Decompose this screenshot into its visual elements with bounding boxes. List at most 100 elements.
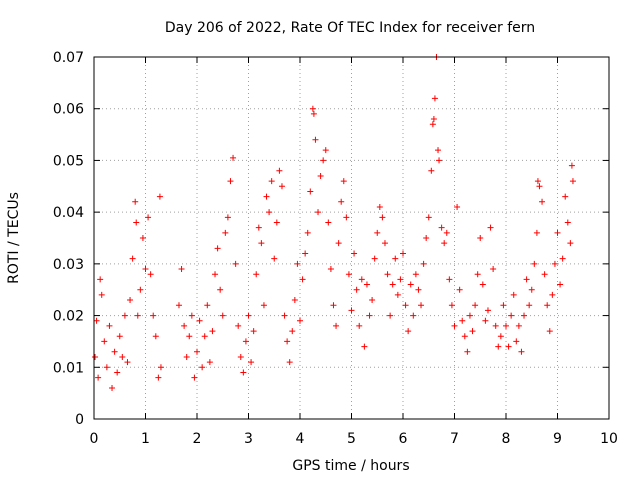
data-point — [567, 240, 574, 247]
data-point — [132, 198, 139, 205]
data-point — [374, 229, 381, 236]
y-tick-label: 0.05 — [53, 153, 84, 169]
data-point — [109, 384, 116, 391]
data-point — [304, 229, 311, 236]
data-point — [487, 224, 494, 231]
data-point — [137, 286, 144, 293]
data-point — [310, 110, 317, 117]
data-point — [219, 312, 226, 319]
data-point — [503, 322, 509, 329]
data-point — [196, 317, 203, 324]
grid-lines — [94, 57, 609, 419]
data-point — [191, 374, 198, 381]
data-point — [345, 271, 352, 278]
data-point — [263, 193, 270, 200]
data-point — [317, 172, 324, 179]
data-point — [443, 229, 450, 236]
y-tick-label: 0.04 — [53, 205, 84, 221]
data-point — [568, 162, 575, 169]
data-point — [412, 271, 419, 278]
data-point — [420, 260, 427, 267]
data-point — [217, 286, 224, 293]
y-tick-label: 0.03 — [53, 257, 84, 273]
data-point — [348, 307, 355, 314]
data-point — [199, 364, 206, 371]
data-point — [430, 116, 437, 123]
data-point — [97, 276, 104, 283]
data-point — [554, 229, 561, 236]
data-point — [242, 338, 249, 345]
data-point — [541, 271, 548, 278]
data-point — [103, 364, 110, 371]
data-point — [147, 271, 154, 278]
y-tick-label: 0 — [75, 412, 84, 428]
data-point — [384, 271, 391, 278]
data-point — [255, 224, 262, 231]
data-point — [361, 343, 368, 350]
data-point — [194, 348, 200, 355]
data-point — [518, 348, 525, 355]
data-point — [366, 312, 373, 319]
x-tick-label: 1 — [141, 431, 150, 447]
data-point — [291, 297, 298, 304]
data-point — [152, 333, 159, 340]
data-point — [564, 219, 571, 226]
data-point — [121, 312, 128, 319]
data-point — [315, 209, 322, 216]
data-point — [201, 333, 208, 340]
data-point — [539, 198, 546, 205]
data-point — [389, 281, 396, 288]
data-point — [330, 302, 337, 309]
data-point — [212, 271, 219, 278]
data-point — [363, 281, 370, 288]
data-point — [222, 229, 229, 236]
x-tick-label: 8 — [502, 431, 511, 447]
data-point — [214, 245, 221, 252]
data-point — [392, 255, 399, 262]
x-tick-label: 3 — [244, 431, 253, 447]
data-point — [515, 322, 522, 329]
data-point — [127, 297, 134, 304]
data-point — [451, 322, 458, 329]
data-point — [307, 188, 314, 195]
x-tick-label: 2 — [193, 431, 202, 447]
data-point — [441, 240, 448, 247]
data-point — [464, 348, 471, 355]
data-point — [175, 302, 182, 309]
data-point — [309, 105, 316, 112]
data-point — [340, 178, 347, 185]
data-point — [343, 214, 350, 221]
data-point — [469, 328, 476, 335]
data-point — [544, 302, 551, 309]
data-point — [155, 374, 162, 381]
axis-ticks — [93, 56, 610, 420]
data-point — [271, 255, 278, 262]
data-point — [484, 307, 491, 314]
data-point — [284, 338, 291, 345]
data-point — [327, 266, 334, 273]
data-point — [119, 353, 126, 360]
x-tick-label: 5 — [347, 431, 356, 447]
x-tick-label: 9 — [553, 431, 562, 447]
data-point — [549, 291, 556, 298]
data-point — [124, 359, 131, 366]
data-point — [142, 266, 149, 273]
data-point — [513, 338, 520, 345]
data-point — [325, 219, 332, 226]
data-point — [150, 312, 157, 319]
data-point — [134, 312, 141, 319]
data-point — [402, 302, 409, 309]
data-point — [235, 322, 242, 329]
data-point — [240, 369, 247, 376]
x-tick-labels: 0 1 2 3 4 5 6 7 8 9 10 — [90, 431, 618, 447]
data-point — [557, 281, 564, 288]
data-point — [459, 317, 466, 324]
y-tick-label: 0.07 — [53, 50, 84, 66]
data-point — [510, 291, 517, 298]
data-point — [495, 343, 502, 350]
data-point — [93, 317, 100, 324]
data-point — [353, 286, 360, 293]
data-point — [551, 260, 558, 267]
x-tick-label: 4 — [296, 431, 305, 447]
